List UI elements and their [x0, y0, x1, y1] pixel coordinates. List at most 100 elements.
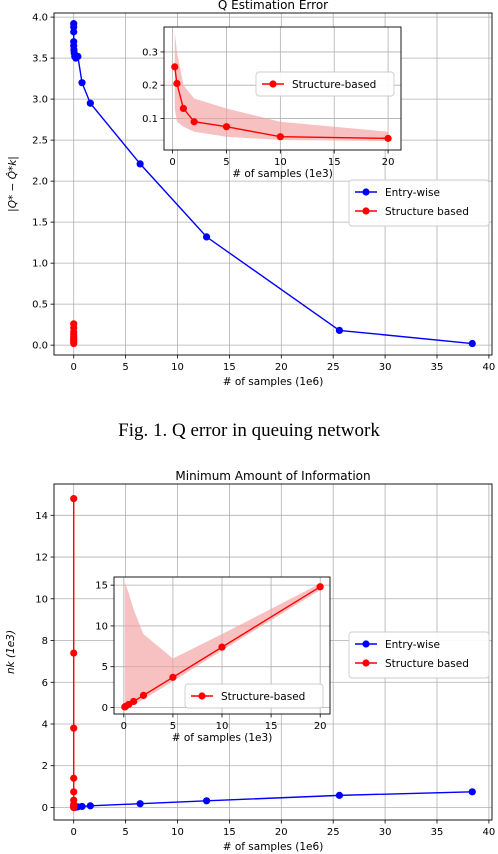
top-main-ytick-label: 2.5 [32, 136, 48, 147]
bottom-inset-xtick-label: 10 [216, 721, 229, 732]
top-main-xtick-label: 0 [71, 362, 77, 373]
top-main-ytick-label: 1.5 [32, 218, 48, 229]
top-inset-ytick-label: 0.3 [142, 47, 158, 58]
top-inset-legend-marker [269, 80, 277, 88]
bottom-main-ytick-label: 10 [35, 594, 48, 605]
top-main-ytick-label: 2.0 [32, 177, 48, 188]
bottom-inset-ytick-label: 10 [95, 621, 108, 632]
top-main-xtick-label: 20 [275, 362, 288, 373]
figure-caption: Fig. 1. Q error in queuing network [118, 420, 380, 441]
top-inset-data-point [171, 63, 179, 71]
bottom-main-xtick-label: 10 [171, 827, 184, 838]
bottom-main-ytick-label: 8 [42, 636, 48, 647]
bottom-main-legend-box [348, 631, 490, 679]
bottom-main-data-point [70, 724, 78, 732]
bottom-main-data-point [70, 495, 78, 503]
bottom-main-xtick-label: 15 [223, 827, 236, 838]
top-inset-xtick-label: 0 [169, 157, 175, 168]
top-main-xlabel: # of samples (1e6) [223, 376, 324, 388]
bottom-main-ylabel: nk (1e3) [5, 630, 17, 674]
top-main-legend-entry: Entry-wise [385, 187, 440, 199]
bottom-inset-data-point [316, 583, 324, 591]
top-main-series-1 [70, 320, 78, 348]
top-inset-data-point [222, 123, 231, 131]
bottom-inset-ytick-label: 0 [102, 703, 108, 714]
bottom-main-ytick-label: 14 [35, 511, 48, 522]
bottom-main-xlabel: # of samples (1e6) [223, 841, 324, 853]
bottom-inset-xtick-label: 15 [265, 721, 278, 732]
bottom-inset-data-point [139, 691, 148, 700]
top-main-ylabel: |Q* − Q̂*k| [6, 156, 19, 212]
top-main-ytick-label: 3.0 [32, 95, 48, 106]
top-inset-data-point [276, 133, 284, 141]
bottom-main-ytick-label: 12 [35, 553, 48, 564]
bottom-inset-xtick-label: 20 [314, 721, 327, 732]
bottom-inset-ytick-label: 15 [95, 581, 108, 592]
top-main-data-point [136, 160, 144, 168]
bottom-inset-legend-entry: Structure-based [221, 691, 305, 703]
bottom-main-ytick-label: 0 [42, 803, 48, 814]
top-main-legend-entry: Structure based [385, 206, 469, 218]
bottom-inset-data-point [218, 643, 226, 651]
bottom-inset-legend: Structure-based [184, 683, 324, 709]
bottom-main-data-point [70, 649, 78, 657]
top-main-xtick-label: 35 [431, 362, 444, 373]
top-main-data-point [78, 79, 86, 87]
bottom-main-frame [53, 483, 493, 821]
top-inset-chart: 0 5 10 15 20 0.1 0.2 0.3 # of samples (1e3) Struc… [142, 26, 402, 180]
top-main-xtick-label: 25 [327, 362, 340, 373]
bottom-main-data-point [468, 788, 476, 796]
top-main-ytick-label: 0.5 [32, 300, 48, 311]
top-inset-data-point [190, 118, 198, 126]
bottom-inset-data-point [130, 697, 138, 706]
top-inset-confidence-band [174, 31, 389, 142]
bottom-main-data-point [78, 802, 86, 811]
top-main-series-0 [70, 20, 476, 348]
top-inset-series-0 [171, 31, 392, 142]
bottom-main-ytick-label: 2 [42, 761, 48, 772]
bottom-main-data-point [70, 774, 78, 782]
top-main-xtick-label: 30 [379, 362, 392, 373]
top-main-xtick-label: 5 [122, 362, 128, 373]
top-inset-legend: Structure-based [255, 71, 395, 97]
top-inset-ytick-label: 0.2 [142, 81, 158, 92]
top-main-data-point [335, 326, 344, 334]
top-main-ytick-label: 3.5 [32, 54, 48, 65]
top-inset-data-point [179, 104, 187, 113]
top-inset-xlabel: # of samples (1e3) [232, 168, 333, 180]
top-inset-xtick-label: 5 [223, 157, 229, 168]
top-main-xtick-label: 10 [171, 362, 184, 373]
bottom-main-xtick-label: 40 [483, 827, 496, 838]
bottom-main-title: Minimum Amount of Information [175, 469, 370, 483]
bottom-inset-legend-marker [198, 692, 206, 700]
top-main-legend: Entry-wise Structure based [348, 179, 490, 227]
top-main-data-point [70, 339, 78, 348]
top-main-ytick-label: 1.0 [32, 259, 48, 270]
top-main-legend-box [348, 179, 490, 227]
bottom-main-data-point [70, 788, 78, 796]
bottom-main-xtick-label: 0 [71, 827, 77, 838]
bottom-main-xtick-label: 20 [275, 827, 288, 838]
top-main-ytick-label: 0.0 [32, 341, 48, 352]
top-main-data-point [202, 233, 211, 241]
bottom-main-xtick-label: 5 [122, 827, 128, 838]
bottom-main-data-point [202, 797, 211, 805]
bottom-main-legend: Entry-wise Structure based [348, 631, 490, 679]
top-main-frame [53, 12, 493, 356]
bottom-inset-data-point [169, 673, 177, 681]
top-main-data-point [70, 23, 78, 31]
top-main-data-point [74, 52, 82, 61]
top-inset-data-point [173, 79, 181, 88]
bottom-inset-xlabel: # of samples (1e3) [172, 732, 273, 744]
top-main-data-point [70, 28, 78, 36]
bottom-main-data-point [335, 791, 344, 799]
top-inset-frame [163, 26, 402, 151]
bottom-main-series-1 [70, 495, 78, 812]
top-main-legend-marker [362, 188, 370, 196]
bottom-inset-ytick-label: 5 [102, 662, 108, 673]
bottom-main-ytick-label: 6 [42, 678, 48, 689]
bottom-main-ytick-label: 4 [42, 720, 48, 731]
bottom-main-legend-entry: Structure based [385, 658, 469, 670]
